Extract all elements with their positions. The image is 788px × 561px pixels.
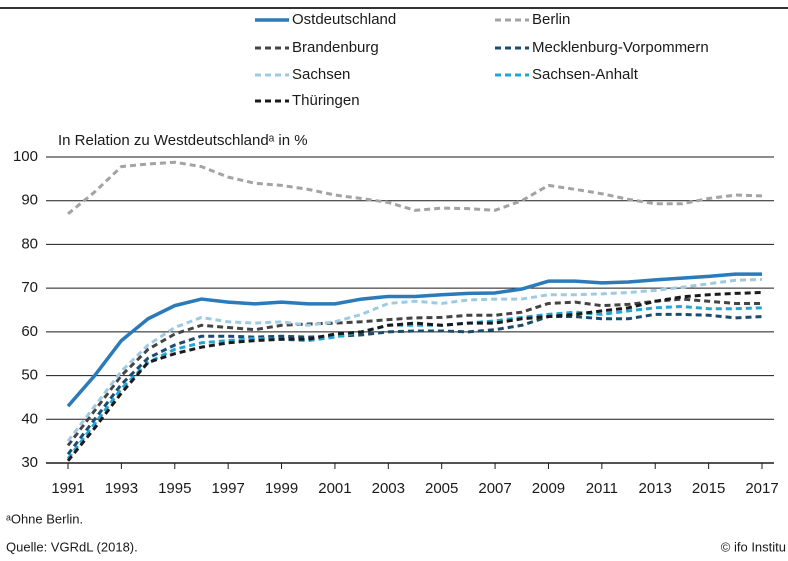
legend-label: Sachsen (292, 66, 350, 83)
y-tick-label: 50 (21, 367, 38, 384)
legend-label: Thüringen (292, 92, 360, 109)
x-tick-label: 2009 (532, 480, 565, 497)
series-line (66, 277, 763, 443)
footnote: ᵃOhne Berlin. (6, 511, 83, 526)
x-tick-label: 1995 (158, 480, 191, 497)
series-line (66, 272, 762, 408)
x-tick-label: 1993 (105, 480, 138, 497)
y-tick-label: 30 (21, 454, 38, 471)
x-tick-label: 2013 (639, 480, 672, 497)
legend-label: Brandenburg (292, 39, 379, 56)
legend-label: Sachsen-Anhalt (532, 66, 639, 83)
credit: © ifo Institu (721, 539, 786, 554)
series-line (67, 160, 763, 215)
series-line (66, 312, 763, 456)
legend-label: Ostdeutschland (292, 11, 396, 28)
x-tick-label: 2007 (478, 480, 511, 497)
x-tick-label: 1997 (211, 480, 244, 497)
series-line (66, 291, 763, 462)
x-tick-label: 2011 (586, 480, 618, 497)
x-tick-label: 2017 (745, 480, 778, 497)
legend-label: Mecklenburg-Vorpommern (532, 39, 709, 56)
legend-label: Berlin (532, 11, 570, 28)
x-tick-label: 1999 (265, 480, 298, 497)
series-line (66, 297, 762, 447)
x-tick-label: 2001 (318, 480, 351, 497)
y-tick-label: 60 (21, 323, 38, 340)
x-tick-label: 2015 (692, 480, 725, 497)
y-tick-label: 70 (21, 279, 38, 296)
y-tick-label: 80 (21, 235, 38, 252)
y-axis-label: In Relation zu Westdeutschlandᵃ in % (58, 132, 308, 149)
x-tick-label: 2003 (372, 480, 405, 497)
x-tick-label: 2005 (425, 480, 458, 497)
series-line (66, 305, 763, 460)
source: Quelle: VGRdL (2018). (6, 539, 138, 554)
y-tick-label: 100 (13, 148, 38, 165)
y-tick-label: 40 (21, 410, 38, 427)
y-tick-label: 90 (21, 192, 38, 209)
x-tick-label: 1991 (51, 480, 84, 497)
